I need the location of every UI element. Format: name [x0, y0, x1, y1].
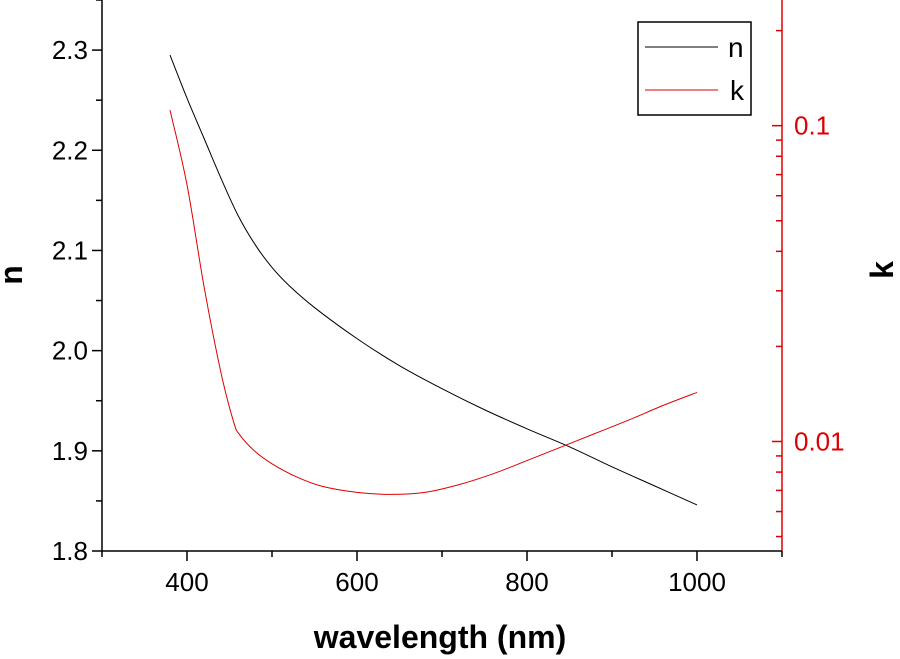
legend-box	[637, 21, 752, 116]
y2-tick-label: 0.1	[794, 111, 830, 141]
y-tick-label: 2.3	[52, 35, 88, 65]
y-tick-label: 2.2	[52, 135, 88, 165]
x-axis-title: wavelength (nm)	[313, 619, 566, 655]
y-tick-label: 1.8	[52, 536, 88, 566]
legend-label-n: n	[728, 32, 744, 63]
series-line-n	[169, 54, 698, 506]
x-tick-label: 1000	[668, 567, 726, 597]
x-tick-label: 600	[335, 567, 378, 597]
legend: n k	[637, 21, 752, 116]
y-tick-label: 2.1	[52, 235, 88, 265]
y-tick-label: 2.0	[52, 336, 88, 366]
y2-axis-title: k	[864, 261, 900, 279]
y-tick-label: 1.9	[52, 436, 88, 466]
y2-tick-label: 0.01	[794, 426, 845, 456]
y-axis-title: n	[0, 265, 29, 285]
series-layer	[169, 54, 698, 506]
x-tick-label: 400	[165, 567, 208, 597]
series-line-k	[169, 110, 698, 495]
x-tick-label: 800	[505, 567, 548, 597]
legend-label-k: k	[730, 75, 745, 106]
axes-layer: 400 600 800 1000 1.8 1.9 2.0 2.1 2.2 2.3 0.01 0.1	[52, 0, 845, 597]
